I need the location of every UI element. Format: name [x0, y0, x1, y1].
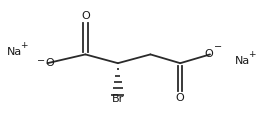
Text: Na: Na: [7, 47, 22, 57]
Text: O: O: [176, 93, 185, 103]
Text: O: O: [204, 49, 213, 59]
Text: +: +: [248, 50, 255, 59]
Text: −: −: [214, 42, 222, 52]
Text: Br: Br: [112, 94, 124, 104]
Text: Na: Na: [235, 56, 250, 66]
Text: O: O: [45, 58, 54, 68]
Text: +: +: [20, 41, 28, 50]
Text: −: −: [37, 56, 46, 66]
Text: O: O: [81, 11, 90, 21]
